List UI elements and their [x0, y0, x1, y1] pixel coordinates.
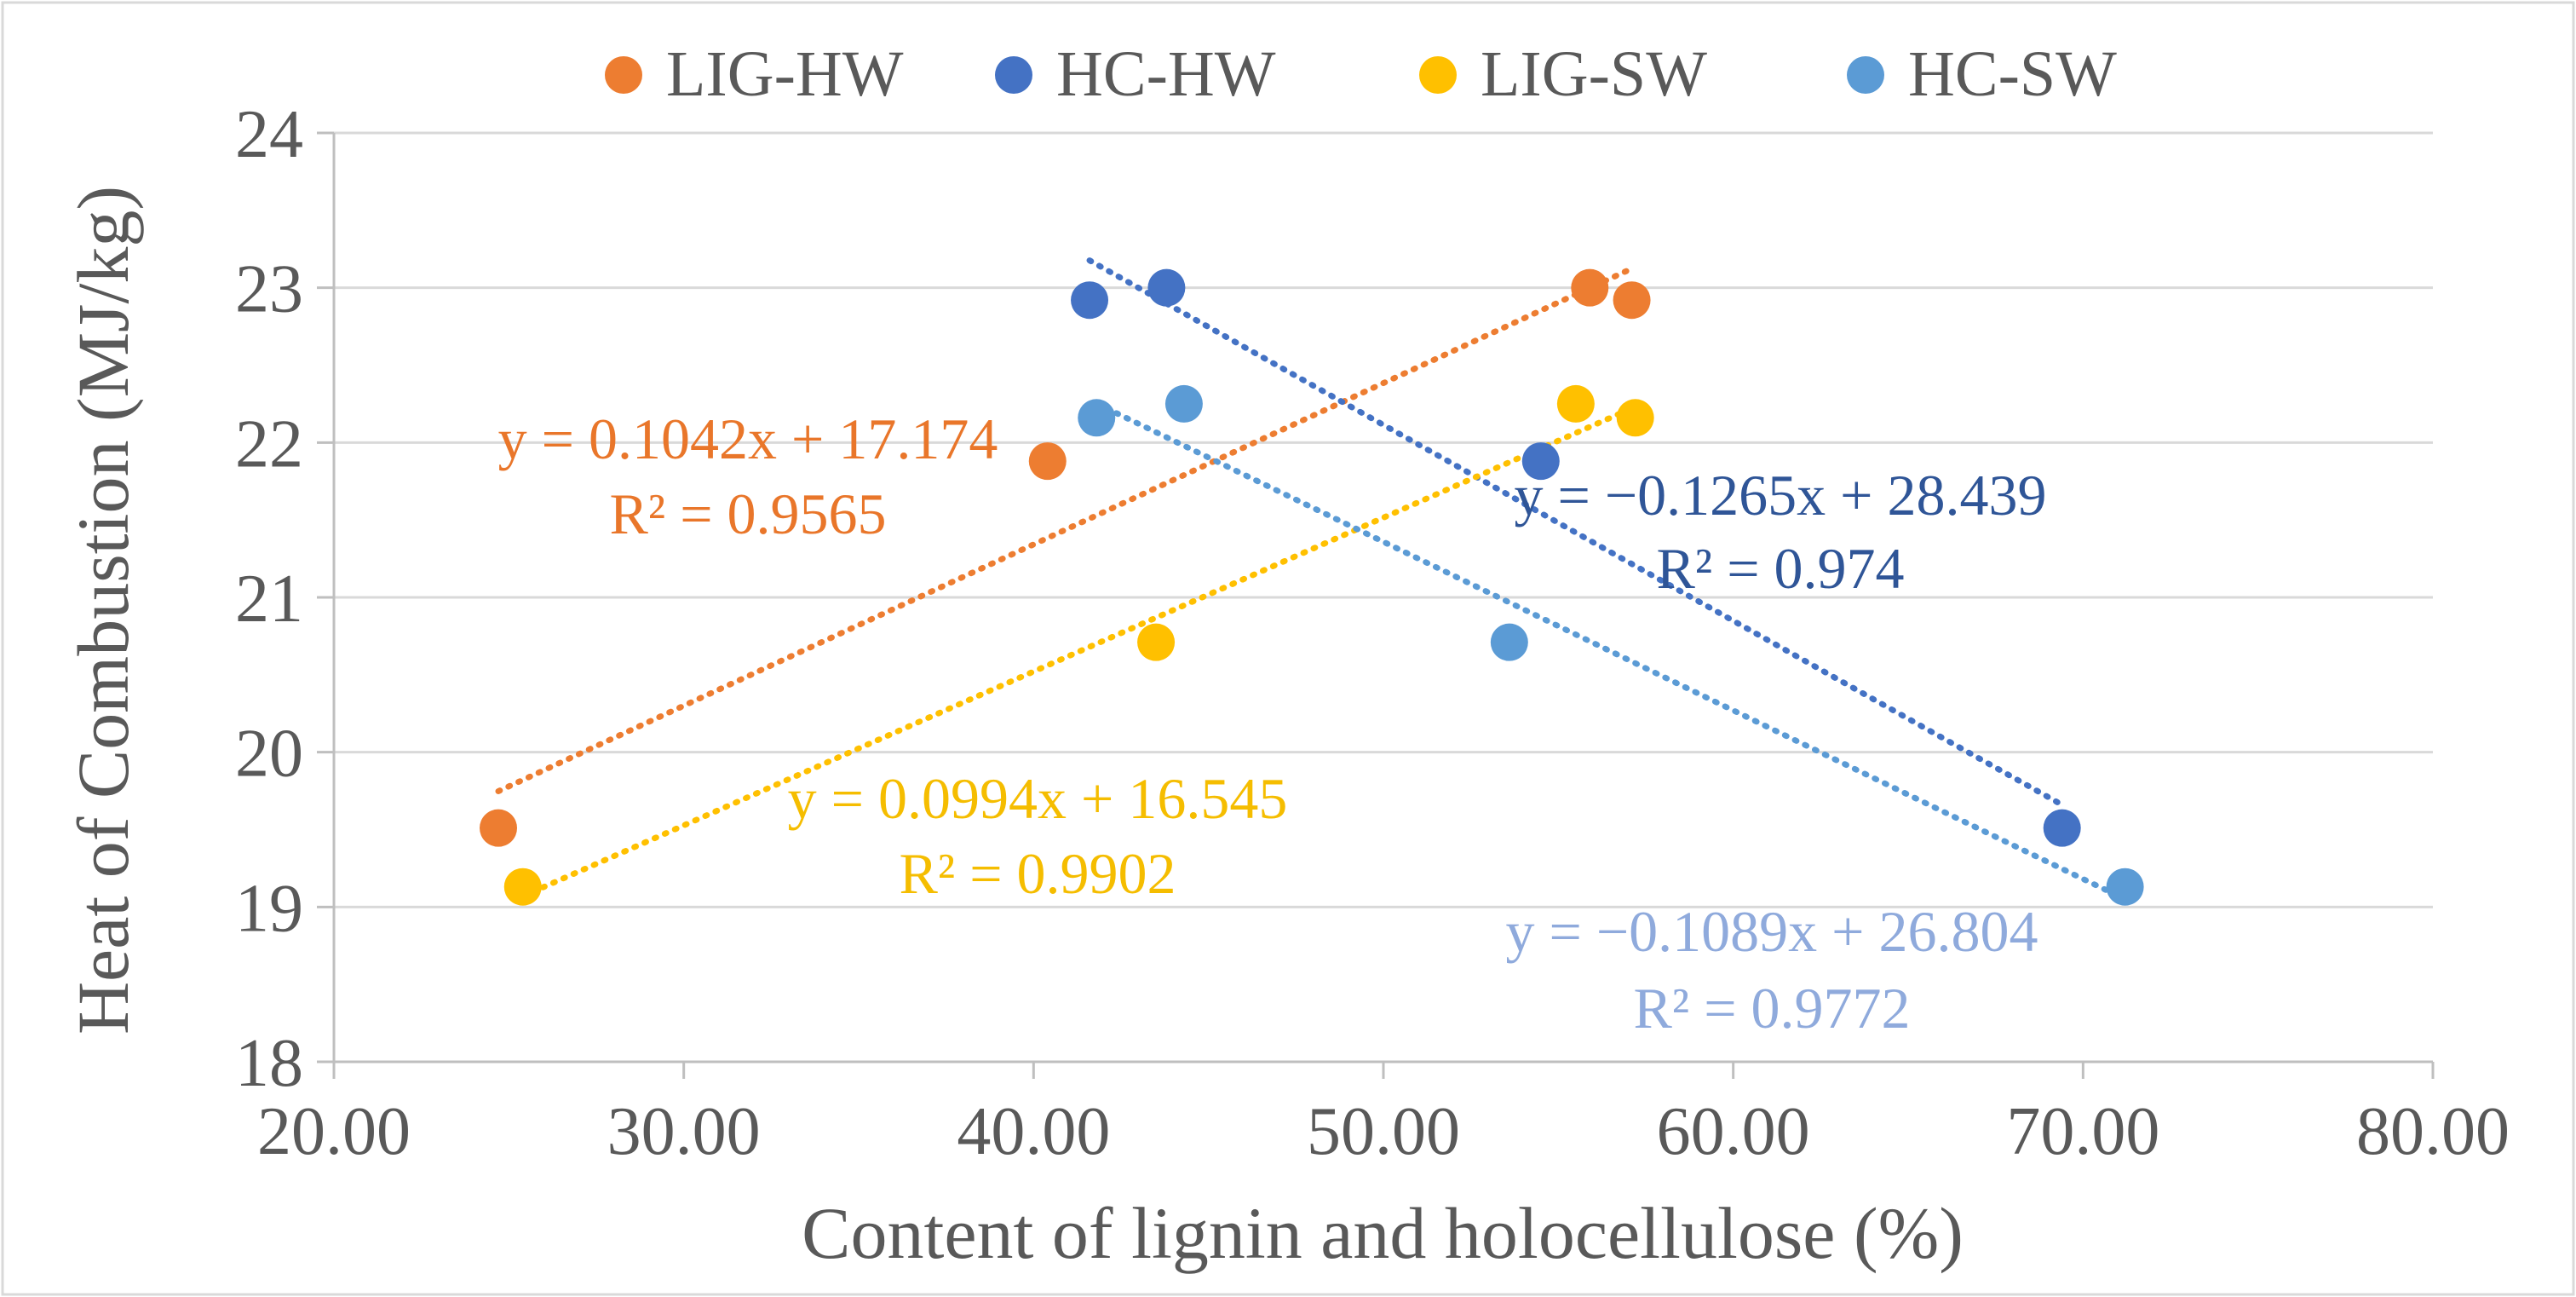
data-point-lig-hw	[1613, 281, 1651, 320]
trendline-hc-sw	[1093, 401, 2129, 902]
x-tick-label: 60.00	[1657, 1094, 1810, 1169]
x-tick-label: 30.00	[607, 1094, 761, 1169]
data-point-hc-hw	[2043, 809, 2081, 847]
x-tick-label: 20.00	[257, 1094, 411, 1169]
legend-label: HC-HW	[1056, 38, 1276, 110]
x-tick-label: 40.00	[957, 1094, 1110, 1169]
x-axis-title: Content of lignin and holocellulose (%)	[802, 1192, 1964, 1274]
data-point-hc-sw	[1164, 384, 1203, 423]
data-point-hc-hw	[1147, 268, 1186, 307]
legend-marker-lig-sw	[1419, 56, 1457, 94]
legend-marker-hc-hw	[995, 56, 1032, 94]
gridlines	[334, 131, 2433, 908]
y-tick-label: 19	[235, 871, 303, 946]
y-tick-label: 20	[235, 717, 303, 792]
data-point-hc-sw	[1490, 623, 1528, 661]
y-tick-label: 22	[235, 406, 303, 481]
data-point-hc-hw	[1521, 442, 1560, 481]
legend-label: LIG-HW	[666, 38, 904, 110]
x-tick-label: 50.00	[1307, 1094, 1460, 1169]
data-point-lig-sw	[503, 868, 542, 906]
data-points	[480, 268, 2144, 906]
trend-r-squared: R² = 0.9565	[609, 481, 886, 546]
y-tick-label: 18	[235, 1026, 303, 1101]
trend-equation: y = −0.1265x + 28.439	[1514, 463, 2046, 527]
data-point-hc-sw	[1078, 399, 1116, 437]
axes	[317, 131, 2435, 1079]
data-point-lig-sw	[1556, 384, 1595, 423]
y-axis-title: Heat of Combustion (MJ/kg)	[62, 186, 144, 1035]
legend-marker-lig-hw	[605, 56, 642, 94]
trendlines	[495, 257, 2129, 902]
data-point-lig-sw	[1137, 623, 1176, 661]
data-point-hc-sw	[2106, 868, 2144, 906]
trend-r-squared: R² = 0.9772	[1633, 976, 1910, 1040]
y-tick-label: 23	[235, 252, 303, 327]
trendline-lig-sw	[520, 403, 1639, 900]
equation-labels: y = 0.1042x + 17.174 R² = 0.9565 y = −0.12…	[498, 406, 2047, 1040]
trend-equation: y = −0.1089x + 26.804	[1505, 899, 2038, 964]
y-tick-label: 24	[235, 97, 303, 172]
tick-labels: 18 19 20 21 22 23 24 20.00 30.00 40.00 50.00 60.00 7…	[235, 97, 2510, 1169]
data-point-lig-hw	[1028, 442, 1067, 481]
data-point-hc-hw	[1071, 281, 1109, 320]
y-tick-label: 21	[235, 562, 303, 637]
trend-r-squared: R² = 0.974	[1656, 536, 1904, 601]
trendline-lig-hw	[495, 265, 1636, 794]
legend-label: HC-SW	[1908, 38, 2117, 110]
data-point-lig-sw	[1616, 399, 1654, 437]
trend-equation: y = 0.1042x + 17.174	[498, 406, 998, 471]
x-tick-label: 70.00	[2006, 1094, 2159, 1169]
data-point-lig-hw	[1571, 268, 1609, 307]
legend-label: LIG-SW	[1481, 38, 1707, 110]
data-point-lig-hw	[480, 809, 518, 847]
legend: LIG-HW HC-HW LIG-SW HC-SW	[605, 38, 2117, 110]
x-tick-label: 80.00	[2356, 1094, 2510, 1169]
legend-marker-hc-sw	[1847, 56, 1884, 94]
trend-equation: y = 0.0994x + 16.545	[788, 766, 1288, 831]
trend-r-squared: R² = 0.9902	[899, 841, 1176, 906]
trendline-hc-hw	[1086, 257, 2066, 808]
